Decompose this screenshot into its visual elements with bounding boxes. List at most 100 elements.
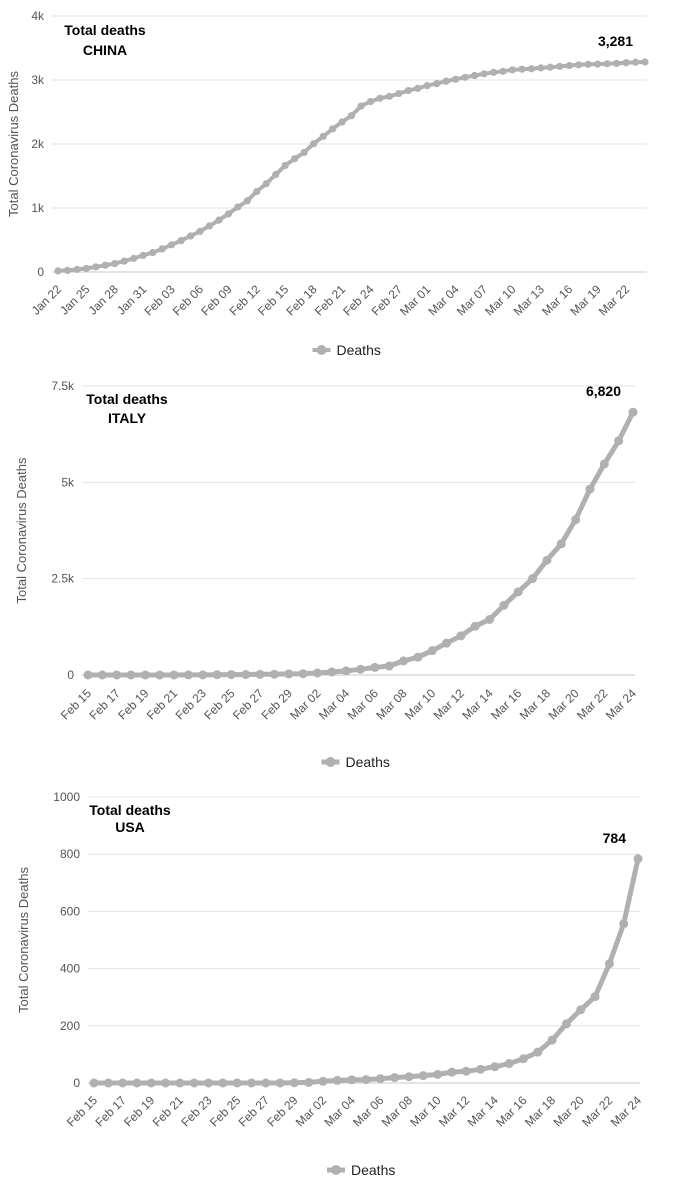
italy-x-tick-label: Mar 10 [402,686,439,723]
usa-y-axis-label: Total Coronavirus Deaths [16,867,31,1013]
italy-data-point [298,669,308,679]
usa-data-point [633,854,643,864]
italy-x-tick-label: Mar 16 [488,686,525,723]
china-legend-swatch-dot [316,345,327,355]
italy-data-point [212,670,222,680]
china-x-tick-label: Feb 06 [170,282,207,319]
italy-data-point [241,670,251,680]
china-data-point [366,97,375,106]
usa-data-point [361,1075,371,1085]
china-data-point [319,132,327,141]
italy-x-tick-label: Mar 08 [373,686,410,723]
italy-title-line2: ITALY [108,410,147,426]
italy-data-point [341,666,351,676]
china-data-point [168,241,176,249]
italy-data-point [485,614,495,624]
usa-data-point [590,992,600,1002]
china-data-point [234,203,242,211]
italy-x-tick-label: Feb 15 [58,686,95,723]
italy-data-point [427,646,437,656]
china-x-tick-label: Mar 01 [397,282,434,319]
china-y-tick-label: 0 [37,265,44,279]
italy-data-point [356,664,365,674]
china-data-point [328,125,337,133]
china-data-point [139,251,147,260]
china-y-tick-label: 4k [31,9,45,23]
china-data-point [205,222,214,230]
italy-data-point [312,668,322,678]
china-data-point [518,65,526,73]
italy-y-tick-label: 0 [67,668,74,682]
usa-x-tick-label: Mar 10 [407,1093,444,1130]
china-x-tick-label: Mar 22 [596,282,633,319]
china-data-point [63,266,72,274]
china-data-point [120,257,128,265]
italy-y-tick-label: 5k [61,475,75,489]
china-x-tick-label: Mar 13 [511,282,548,319]
italy-x-tick-label: Mar 12 [431,686,468,723]
usa-y-tick-label: 1000 [53,790,80,804]
usa-data-point [246,1078,256,1088]
italy-x-tick-label: Feb 19 [115,686,152,723]
italy-data-point [183,670,193,680]
italy-data-point [556,539,566,549]
usa-y-tick-label: 0 [73,1076,80,1090]
usa-title-line2: USA [115,819,145,835]
china-data-point [338,118,346,126]
usa-last-value-label: 784 [603,830,627,846]
china-data-point [641,58,649,66]
china-data-point [54,267,62,275]
usa-data-point [561,1019,571,1029]
china-data-point [130,254,138,262]
china-data-point [546,63,554,71]
china-data-point [499,67,507,75]
italy-y-axis-label: Total Coronavirus Deaths [14,457,29,603]
china-x-tick-label: Feb 27 [369,282,406,319]
china-data-point [480,70,488,78]
china-x-tick-label: Feb 24 [340,282,377,319]
china-data-point [594,60,602,68]
china-data-point [527,65,535,73]
usa-data-point [375,1074,385,1084]
usa-x-tick-label: Feb 15 [64,1093,101,1130]
usa-data-point [332,1075,342,1085]
italy-data-point [169,670,179,680]
italy-y-tick-label: 7.5k [51,379,75,393]
china-x-tick-label: Mar 16 [539,282,576,319]
italy-data-point [97,670,107,680]
italy-data-point [327,667,337,677]
italy-x-tick-label: Mar 14 [459,686,496,723]
china-y-tick-label: 3k [31,73,45,87]
china-data-point [92,263,100,271]
china-data-point [565,61,573,70]
italy-x-tick-label: Mar 20 [545,686,582,723]
china-data-point [376,94,384,102]
china-data-point [442,77,450,85]
usa-legend-label: Deaths [351,1162,395,1178]
usa-data-point [390,1073,400,1083]
china-data-point [357,102,365,110]
usa-x-tick-label: Feb 17 [92,1093,129,1130]
italy-data-point [226,670,236,680]
italy-x-tick-label: Feb 25 [201,686,238,723]
china-title-line2: CHINA [83,42,127,58]
china-data-point [215,216,223,224]
usa-data-point [89,1078,99,1088]
china-data-point [347,112,356,120]
usa-x-tick-label: Mar 04 [321,1093,358,1130]
usa-data-point [232,1078,242,1088]
usa-y-tick-label: 600 [60,904,80,918]
italy-data-point [83,670,93,680]
china-y-tick-label: 2k [31,137,45,151]
china-data-point [300,148,308,157]
italy-data-point [269,669,279,679]
china-data-point [224,210,233,218]
italy-title-line1: Total deaths [86,391,168,407]
usa-x-tick-label: Mar 18 [522,1093,559,1130]
usa-x-tick-label: Mar 12 [436,1093,473,1130]
italy-x-tick-label: Feb 23 [173,686,210,723]
china-last-value-label: 3,281 [598,33,633,49]
china-data-point [272,170,280,179]
china-x-tick-label: Feb 18 [283,282,320,319]
